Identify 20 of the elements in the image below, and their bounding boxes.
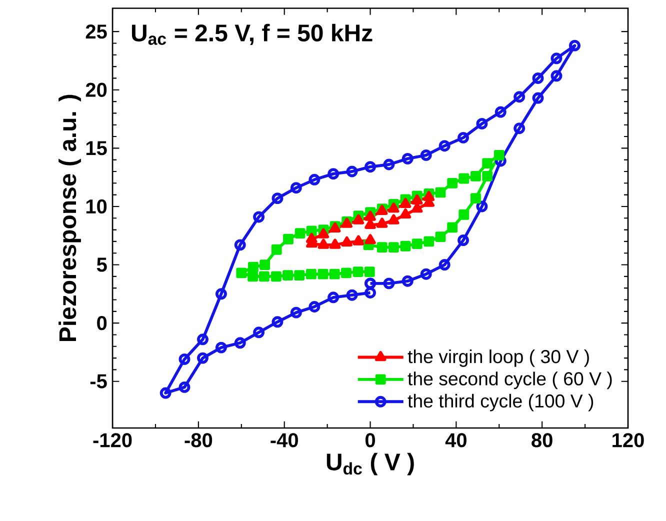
y-tick-label: 5 <box>96 258 107 272</box>
y-axis-title: Piezoresponse ( a.u. ) <box>58 94 81 341</box>
y-tick-label: 25 <box>86 24 107 39</box>
y-tick-label: 15 <box>86 141 107 156</box>
legend-label: the virgin loop ( 30 V ) <box>408 349 589 367</box>
x-tick-label: 40 <box>445 433 466 448</box>
y-tick-label: 20 <box>86 82 107 97</box>
legend-label: the third cycle (100 V ) <box>408 394 594 412</box>
x-tick-label: -80 <box>184 433 212 448</box>
x-tick-label: 80 <box>532 433 552 448</box>
x-tick-label: -40 <box>270 433 298 448</box>
legend-label: the second cycle ( 60 V ) <box>408 372 612 390</box>
x-axis-title: U$_{dc}$ ( V ) <box>326 452 414 476</box>
y-tick-label: 0 <box>97 316 107 330</box>
y-tick-label: -5 <box>90 374 107 388</box>
x-tick-label: 120 <box>612 433 644 448</box>
x-tick-label: -120 <box>93 433 132 448</box>
x-tick-label: 0 <box>366 433 375 448</box>
annotation: U$_{ac}$ = 2.5 V, f = 50 kHz <box>132 24 372 45</box>
y-tick-label: 10 <box>86 199 107 214</box>
